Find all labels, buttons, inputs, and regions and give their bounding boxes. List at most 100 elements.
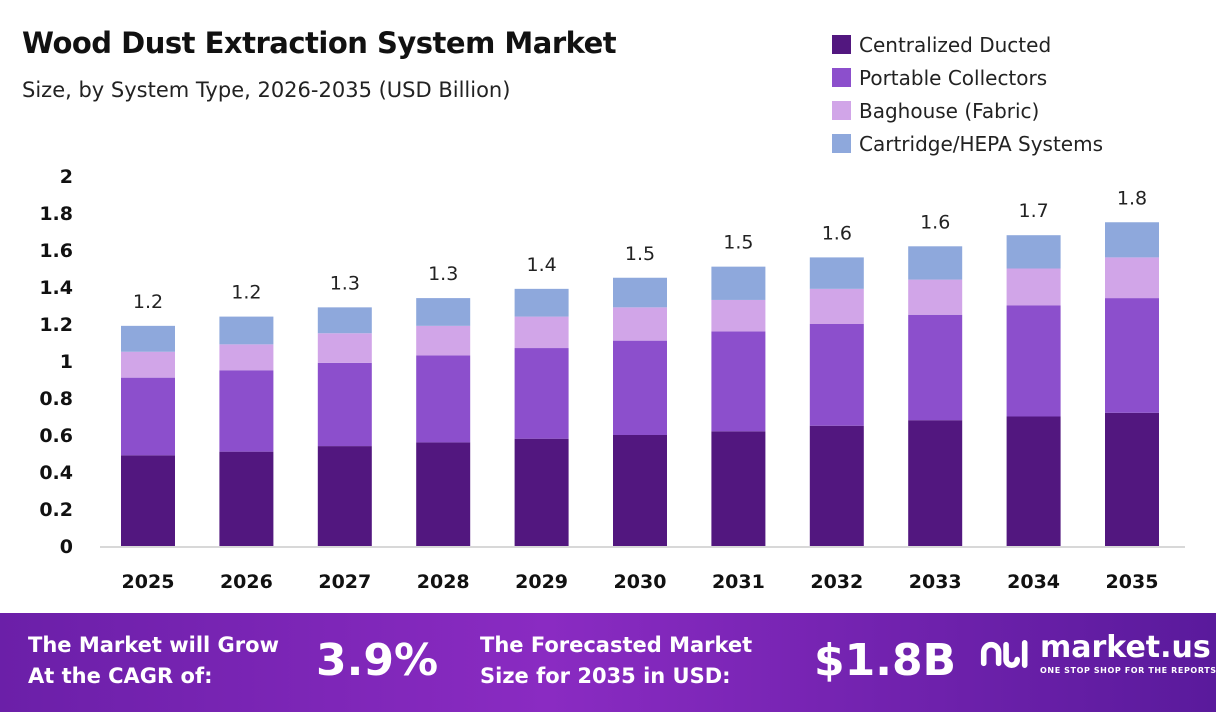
legend-swatch [832, 35, 851, 54]
y-tick-label: 1.6 [39, 240, 73, 262]
bar-segment-centralized-ducted-2029 [514, 438, 569, 546]
bar-segment-centralized-ducted-2027 [317, 446, 372, 546]
bar-segment-portable-collectors-2028 [416, 355, 471, 443]
y-tick-label: 0.2 [39, 499, 73, 521]
x-tick-label: 2033 [909, 571, 962, 593]
legend-item-baghouse: Baghouse (Fabric) [832, 94, 1103, 127]
forecast-label-line: Size for 2035 in USD: [480, 664, 731, 688]
total-label: 1.2 [133, 291, 163, 313]
bar-segment-baghouse-fabric--2027 [317, 333, 372, 363]
bar-segment-centralized-ducted-2032 [809, 425, 864, 546]
y-tick-label: 2 [60, 166, 73, 188]
stacked-bar-chart: 0 0.2 0.4 0.6 0.8 1 1.2 1.4 1.6 1.8 2 1.2 2025 1.2 202… [39, 166, 1185, 593]
chart-subtitle: Size, by System Type, 2026-2035 (USD Bil… [22, 78, 511, 102]
bar-segment-baghouse-fabric--2026 [219, 344, 274, 371]
market-us-logo: market.us ONE STOP SHOP FOR THE REPORTS [980, 633, 1216, 675]
forecast-label-line: The Forecasted Market [480, 633, 753, 657]
bar-segment-centralized-ducted-2026 [219, 451, 274, 546]
bar-segment-portable-collectors-2026 [219, 370, 274, 452]
bar-segment-portable-collectors-2025 [121, 377, 175, 456]
bar-segment-cartridge-hepa-systems-2032 [809, 257, 864, 289]
bar-segment-portable-collectors-2031 [711, 331, 766, 432]
bar-segment-cartridge-hepa-systems-2033 [908, 246, 963, 280]
x-tick-label: 2035 [1106, 571, 1159, 593]
legend-item-cartridge-hepa: Cartridge/HEPA Systems [832, 127, 1103, 160]
bar-segment-baghouse-fabric--2028 [416, 325, 471, 356]
summary-banner: The Market will Grow At the CAGR of: 3.9… [0, 613, 1216, 712]
bar-segment-cartridge-hepa-systems-2031 [711, 266, 766, 300]
bar-segment-centralized-ducted-2028 [416, 442, 471, 546]
total-label: 1.5 [723, 232, 753, 254]
bar-segment-centralized-ducted-2030 [613, 435, 667, 546]
bar-segment-centralized-ducted-2035 [1105, 412, 1159, 546]
total-label: 1.3 [330, 272, 360, 294]
bar-segment-portable-collectors-2030 [613, 340, 667, 435]
bar-segment-cartridge-hepa-systems-2034 [1006, 235, 1061, 269]
forecast-value: $1.8B [814, 635, 957, 686]
bar-segment-centralized-ducted-2033 [908, 420, 963, 546]
cagr-label: The Market will Grow At the CAGR of: [28, 630, 279, 692]
y-tick-label: 1.4 [39, 277, 73, 299]
cagr-label-line: At the CAGR of: [28, 664, 213, 688]
total-label: 1.6 [822, 222, 852, 244]
x-tick-label: 2029 [515, 571, 568, 593]
cagr-value: 3.9% [316, 635, 439, 686]
y-tick-label: 1 [60, 351, 73, 373]
legend-label: Baghouse (Fabric) [859, 98, 1040, 123]
bar-segment-centralized-ducted-2034 [1006, 416, 1061, 546]
bar-segment-baghouse-fabric--2032 [809, 288, 864, 324]
bar-segment-cartridge-hepa-systems-2035 [1105, 222, 1159, 258]
bar-segment-baghouse-fabric--2031 [711, 299, 766, 332]
bar-segment-cartridge-hepa-systems-2028 [416, 298, 471, 326]
logo-icon [980, 640, 1028, 668]
legend-swatch [832, 134, 851, 153]
y-tick-label: 1.8 [39, 203, 73, 225]
chart-title: Wood Dust Extraction System Market [22, 26, 617, 60]
total-label: 1.5 [625, 243, 655, 265]
x-tick-label: 2030 [614, 571, 667, 593]
bar-segment-portable-collectors-2034 [1006, 305, 1061, 417]
bar-segment-baghouse-fabric--2034 [1006, 268, 1061, 306]
bar-segment-baghouse-fabric--2030 [613, 307, 667, 341]
x-tick-label: 2025 [122, 571, 175, 593]
legend-item-portable-collectors: Portable Collectors [832, 61, 1103, 94]
legend-swatch [832, 68, 851, 87]
total-label: 1.4 [526, 254, 556, 276]
legend-item-centralized-ducted: Centralized Ducted [832, 28, 1103, 61]
x-tick-label: 2032 [810, 571, 863, 593]
legend-label: Portable Collectors [859, 65, 1048, 90]
y-tick-label: 0.8 [39, 388, 73, 410]
legend-swatch [832, 101, 851, 120]
total-label: 1.3 [428, 263, 458, 285]
cagr-label-line: The Market will Grow [28, 633, 279, 657]
bar-segment-baghouse-fabric--2035 [1105, 257, 1159, 299]
bar-segment-baghouse-fabric--2029 [514, 316, 569, 349]
x-tick-label: 2031 [712, 571, 765, 593]
bar-segment-portable-collectors-2027 [317, 362, 372, 447]
bar-segment-cartridge-hepa-systems-2030 [613, 277, 667, 308]
total-label: 1.6 [920, 211, 950, 233]
logo-text: market.us [1040, 630, 1211, 665]
forecast-label: The Forecasted Market Size for 2035 in U… [480, 630, 752, 692]
y-tick-label: 0 [60, 536, 73, 558]
bar-segment-cartridge-hepa-systems-2026 [219, 316, 274, 345]
bar-segment-centralized-ducted-2025 [121, 455, 175, 546]
legend-label: Cartridge/HEPA Systems [859, 131, 1103, 156]
y-tick-label: 0.6 [39, 425, 73, 447]
bar-segment-baghouse-fabric--2025 [121, 351, 175, 378]
logo-tagline: ONE STOP SHOP FOR THE REPORTS [1040, 666, 1216, 675]
bar-segment-centralized-ducted-2031 [711, 431, 766, 546]
total-label: 1.8 [1117, 187, 1147, 209]
x-tick-label: 2028 [417, 571, 470, 593]
bar-segment-cartridge-hepa-systems-2029 [514, 288, 569, 317]
x-tick-label: 2034 [1007, 571, 1060, 593]
y-tick-label: 1.2 [39, 314, 73, 336]
legend: Centralized Ducted Portable Collectors B… [832, 28, 1103, 160]
total-label: 1.2 [231, 282, 261, 304]
total-label: 1.7 [1018, 200, 1048, 222]
bar-segment-portable-collectors-2033 [908, 314, 963, 421]
x-tick-label: 2027 [318, 571, 371, 593]
bar-segment-portable-collectors-2032 [809, 324, 864, 426]
legend-label: Centralized Ducted [859, 32, 1052, 57]
y-tick-label: 0.4 [39, 462, 73, 484]
